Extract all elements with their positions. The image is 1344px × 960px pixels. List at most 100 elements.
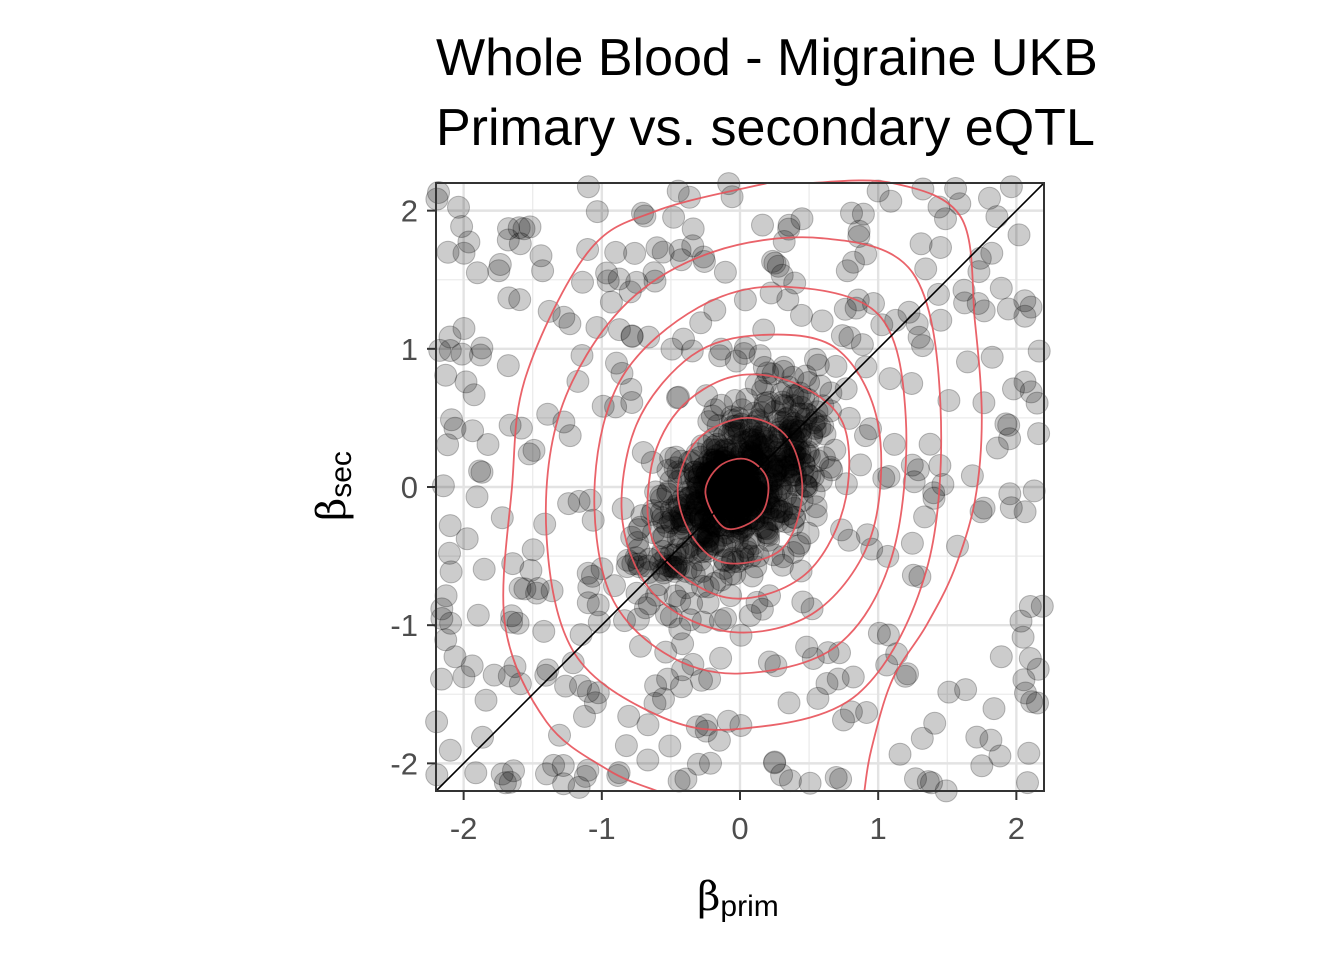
data-point — [746, 452, 770, 476]
data-point — [744, 480, 768, 504]
data-point — [718, 481, 742, 505]
data-point — [738, 604, 762, 627]
data-point — [683, 465, 707, 488]
data-point — [819, 399, 842, 423]
data-point — [766, 254, 790, 278]
data-point — [702, 483, 726, 507]
data-point — [788, 531, 812, 555]
data-point — [761, 467, 785, 491]
data-point — [736, 489, 760, 513]
data-point — [652, 510, 676, 534]
data-point — [806, 353, 830, 377]
data-point — [542, 753, 566, 777]
data-point — [697, 524, 721, 548]
data-point — [711, 486, 735, 510]
data-point — [810, 309, 834, 333]
data-point — [552, 305, 576, 329]
data-point — [797, 444, 821, 468]
data-point — [508, 232, 532, 256]
data-point — [716, 493, 739, 517]
data-point — [438, 339, 462, 362]
data-point — [757, 472, 781, 496]
data-point — [487, 259, 511, 283]
data-point — [708, 344, 732, 368]
data-point — [666, 386, 689, 410]
data-point — [897, 300, 921, 324]
data-point — [644, 480, 668, 504]
data-point — [705, 432, 729, 456]
data-point — [625, 581, 649, 605]
data-point — [716, 463, 740, 487]
data-point — [660, 511, 684, 535]
data-point — [777, 375, 800, 399]
data-point — [771, 459, 795, 482]
data-point — [780, 469, 804, 493]
data-point — [760, 508, 784, 531]
data-point — [525, 581, 549, 605]
data-point — [573, 704, 596, 728]
data-point — [735, 484, 759, 508]
data-point — [910, 726, 934, 750]
data-point — [468, 459, 492, 483]
data-point — [735, 507, 759, 531]
data-point — [716, 709, 740, 733]
data-point — [517, 442, 541, 466]
data-point — [709, 470, 733, 494]
data-point — [659, 469, 683, 493]
data-point — [770, 763, 794, 787]
data-point — [709, 568, 733, 592]
data-point — [708, 458, 732, 482]
data-point — [452, 241, 476, 265]
data-point — [506, 611, 530, 635]
density-contour — [502, 182, 768, 792]
data-point — [719, 584, 743, 608]
data-point — [447, 195, 470, 219]
data-point — [700, 460, 724, 484]
data-point — [776, 406, 800, 430]
data-point — [754, 372, 778, 396]
data-point — [436, 240, 460, 264]
data-point — [713, 548, 737, 572]
data-point — [746, 487, 770, 511]
data-point — [691, 456, 715, 480]
data-point — [742, 425, 765, 449]
data-point — [681, 477, 705, 500]
data-point — [698, 504, 722, 527]
data-point — [748, 344, 772, 368]
data-point — [775, 455, 799, 479]
data-point — [696, 539, 720, 563]
data-point — [688, 506, 712, 530]
data-point — [558, 424, 582, 448]
data-point — [705, 514, 729, 538]
data-point — [918, 432, 942, 456]
data-point — [840, 201, 863, 225]
data-point — [746, 507, 770, 531]
data-point — [771, 390, 794, 414]
data-point — [757, 650, 781, 674]
data-point — [607, 318, 631, 342]
data-point — [713, 534, 737, 558]
data-point — [712, 477, 736, 501]
data-point — [851, 202, 875, 226]
data-point — [470, 336, 494, 360]
data-point — [691, 509, 715, 533]
data-point — [719, 466, 743, 490]
data-point — [443, 645, 467, 669]
data-point — [952, 278, 976, 302]
data-point — [842, 250, 865, 274]
data-point — [715, 473, 739, 497]
data-point — [617, 704, 641, 728]
data-point — [819, 381, 843, 405]
data-point — [1017, 741, 1041, 765]
data-point — [777, 419, 801, 443]
data-point — [762, 507, 786, 531]
data-point — [789, 427, 813, 451]
data-point — [488, 253, 512, 276]
data-point — [644, 674, 668, 698]
data-point — [712, 477, 735, 501]
data-point — [823, 438, 847, 462]
data-point — [702, 483, 726, 507]
data-point — [687, 475, 711, 499]
data-point — [733, 336, 757, 360]
data-point — [796, 403, 820, 427]
